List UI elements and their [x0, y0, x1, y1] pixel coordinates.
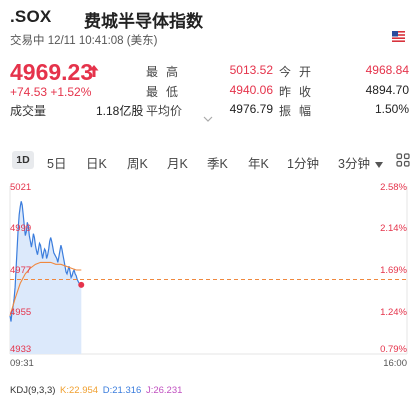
tab-5d[interactable]: 5日	[47, 157, 67, 171]
y-tick-right: 1.69%	[380, 265, 407, 276]
kdj-j-value: J:26.231	[145, 385, 183, 396]
intraday-chart[interactable]: 5021 4999 4977 4955 4933 2.58% 2.14% 1.69% 1.24…	[0, 178, 417, 370]
open-label: 今开	[279, 65, 320, 79]
tab-weekly-k[interactable]: 周K	[127, 157, 148, 171]
y-tick-left: 4933	[10, 344, 31, 355]
layout-grid-icon[interactable]	[396, 153, 410, 167]
avg-value: 4976.79	[229, 102, 273, 116]
tab-1-minute[interactable]: 1分钟	[287, 157, 319, 171]
amplitude-value: 1.50%	[374, 102, 409, 116]
y-tick-right: 0.79%	[380, 344, 407, 355]
volume-label: 成交量	[10, 104, 47, 118]
kdj-d-value: D:21.316	[102, 385, 142, 396]
y-tick-left: 4977	[10, 265, 31, 276]
dropdown-arrow-icon	[375, 161, 384, 168]
x-axis: 09:31 16:00	[10, 358, 407, 369]
tab-3-minute[interactable]: 3分钟	[338, 153, 384, 172]
low-label: 最低	[146, 85, 187, 99]
period-tabs: 1D 5日 日K 周K 月K 季K 年K 1分钟 3分钟	[0, 145, 417, 175]
x-tick-start: 09:31	[10, 358, 34, 369]
prev-close-value: 4894.70	[365, 83, 409, 97]
high-value: 5013.52	[229, 63, 273, 77]
price-line	[9, 201, 82, 322]
volume-value: 1.18亿股	[96, 104, 144, 118]
price-area-fill	[10, 201, 82, 354]
open-value: 4968.84	[365, 63, 409, 77]
tab-daily-k[interactable]: 日K	[86, 157, 107, 171]
index-name: 费城半导体指数	[84, 12, 203, 31]
avg-label: 平均价	[146, 104, 183, 118]
y-tick-right: 2.14%	[380, 223, 407, 234]
kdj-indicator: KDJ(9,3,3) K:22.954 D:21.316 J:26.231	[10, 385, 182, 396]
ticker-symbol: .SOX	[10, 7, 52, 26]
up-arrow-icon	[89, 65, 99, 77]
tab-quarterly-k[interactable]: 季K	[207, 157, 228, 171]
y-axis-left: 5021 4999 4977 4955 4933	[10, 182, 31, 355]
tab-1d[interactable]: 1D	[12, 151, 34, 169]
us-flag-icon	[392, 31, 405, 42]
y-tick-left: 4955	[10, 307, 31, 318]
kdj-label: KDJ(9,3,3)	[10, 385, 56, 396]
amplitude-label: 振幅	[279, 104, 320, 118]
market-status: 交易中 12/11 10:41:08 (美东)	[10, 35, 158, 47]
y-tick-right: 2.58%	[380, 182, 407, 193]
y-tick-left: 5021	[10, 182, 31, 193]
y-tick-left: 4999	[10, 223, 31, 234]
tab-yearly-k[interactable]: 年K	[248, 157, 269, 171]
y-axis-right: 2.58% 2.14% 1.69% 1.24% 0.79%	[380, 182, 407, 355]
low-value: 4940.06	[229, 83, 273, 97]
chevron-down-icon[interactable]	[203, 116, 213, 122]
tab-monthly-k[interactable]: 月K	[167, 157, 188, 171]
average-price-line	[9, 261, 82, 316]
y-tick-right: 1.24%	[380, 307, 407, 318]
high-label: 最高	[146, 65, 187, 79]
x-tick-end: 16:00	[383, 358, 407, 369]
kdj-k-value: K:22.954	[60, 385, 99, 396]
price-change: +74.53 +1.52%	[10, 85, 92, 99]
current-price: 4969.23	[10, 59, 94, 85]
last-price-dot	[78, 281, 85, 288]
prev-close-label: 昨收	[279, 85, 320, 99]
